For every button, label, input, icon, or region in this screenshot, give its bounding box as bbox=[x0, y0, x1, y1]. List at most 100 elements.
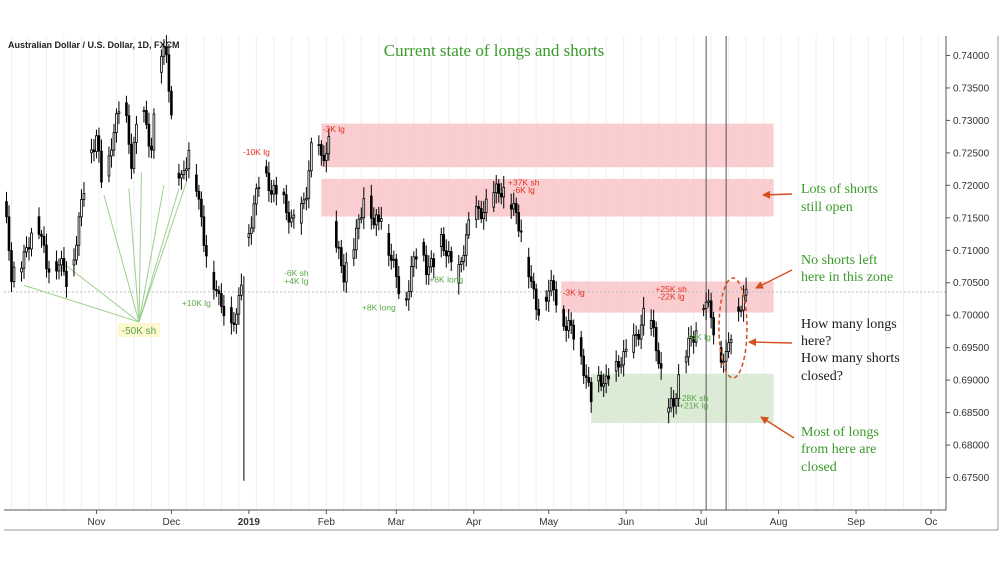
marker-layer bbox=[705, 36, 727, 510]
candle-body bbox=[534, 288, 538, 310]
fan-line bbox=[103, 194, 140, 323]
candle-body bbox=[712, 317, 715, 336]
y-tick-label: 0.68000 bbox=[953, 441, 990, 452]
arrow-how-many bbox=[748, 338, 793, 347]
candle-body bbox=[125, 102, 128, 117]
position-annotation: -28K sh bbox=[679, 393, 709, 403]
candle-body bbox=[467, 219, 471, 236]
candle-body bbox=[579, 337, 583, 357]
candle-body bbox=[282, 191, 286, 196]
candle-body bbox=[232, 322, 236, 325]
candle-body bbox=[247, 233, 251, 238]
candle-body bbox=[482, 212, 486, 220]
candle-body bbox=[432, 258, 436, 268]
candle-body bbox=[82, 193, 86, 200]
fan-line bbox=[23, 284, 140, 323]
candle-body bbox=[582, 355, 585, 377]
candle-body bbox=[527, 256, 531, 278]
side-note-most-longs: Most of longs from here are closed bbox=[801, 425, 879, 475]
long-zone bbox=[591, 373, 774, 423]
x-tick-label: Sep bbox=[847, 517, 865, 528]
side-note-line: closed bbox=[801, 460, 837, 475]
candle-body bbox=[394, 258, 398, 277]
candle-body bbox=[322, 154, 326, 162]
y-tick-label: 0.67500 bbox=[953, 473, 990, 484]
candle-body bbox=[389, 254, 393, 261]
candle-body bbox=[370, 195, 373, 219]
candle-body bbox=[285, 194, 288, 213]
candle-body bbox=[147, 123, 151, 147]
arrow-lots-shorts bbox=[762, 190, 793, 199]
candle-body bbox=[355, 227, 358, 251]
candle-body bbox=[40, 233, 43, 237]
candle-body bbox=[589, 381, 593, 403]
x-tick-label: 2019 bbox=[238, 517, 261, 528]
candle-body bbox=[392, 258, 396, 261]
candle-body bbox=[722, 360, 725, 363]
candle-body bbox=[220, 293, 223, 307]
candle-body bbox=[422, 242, 426, 256]
candle-body bbox=[622, 351, 625, 366]
candle-body bbox=[337, 246, 341, 249]
candle-body bbox=[22, 251, 26, 269]
candle-body bbox=[167, 54, 171, 92]
y-tick-label: 0.70000 bbox=[953, 311, 990, 322]
candle-body bbox=[12, 266, 16, 283]
short-zone-2 bbox=[321, 178, 774, 217]
candle-body bbox=[439, 234, 443, 248]
x-tick-label: Apr bbox=[466, 517, 482, 528]
candle-body bbox=[597, 374, 600, 382]
candle-body bbox=[100, 150, 103, 183]
candle-body bbox=[484, 198, 488, 213]
candle-body bbox=[562, 309, 566, 327]
candle-body bbox=[55, 261, 58, 272]
position-annotation: +8K long bbox=[362, 303, 396, 313]
candle-body bbox=[569, 320, 573, 326]
candle-body bbox=[702, 308, 705, 310]
candle-body bbox=[197, 190, 201, 200]
candle-body bbox=[222, 306, 226, 317]
candle-body bbox=[567, 320, 570, 331]
y-tick-label: 0.68500 bbox=[953, 408, 990, 419]
candle-body bbox=[492, 192, 496, 208]
candle-body bbox=[380, 218, 383, 222]
candle-body bbox=[552, 280, 556, 291]
candle-body bbox=[409, 266, 413, 292]
position-annotation: -10K lg bbox=[243, 147, 270, 157]
candle-body bbox=[95, 135, 98, 152]
candle-body bbox=[325, 153, 328, 162]
candle-body bbox=[694, 330, 698, 343]
x-tick-label: Mar bbox=[388, 517, 406, 528]
candle-body bbox=[387, 233, 391, 256]
candle-body bbox=[37, 216, 41, 235]
x-tick-label: Feb bbox=[318, 517, 336, 528]
side-note-line: here? bbox=[801, 334, 831, 349]
candle-body bbox=[657, 350, 660, 365]
candle-body bbox=[727, 342, 730, 352]
candle-body bbox=[170, 90, 173, 116]
y-tick-label: 0.71500 bbox=[953, 213, 990, 224]
candle-body bbox=[654, 327, 658, 352]
candle-body bbox=[115, 113, 118, 134]
candle-body bbox=[414, 256, 418, 260]
candle-body bbox=[554, 289, 558, 306]
candle-body bbox=[90, 149, 93, 154]
y-tick-label: 0.69000 bbox=[953, 376, 990, 387]
candle-body bbox=[230, 307, 233, 324]
candle-body bbox=[687, 338, 690, 358]
candle-body bbox=[669, 398, 673, 409]
candle-body bbox=[604, 375, 608, 385]
candle-body bbox=[499, 192, 503, 198]
candle-body bbox=[739, 309, 743, 312]
candle-body bbox=[310, 142, 313, 172]
candle-body bbox=[45, 244, 48, 270]
candle-body bbox=[112, 132, 116, 151]
candle-body bbox=[250, 227, 253, 235]
side-note-line: still open bbox=[801, 200, 853, 215]
candle-body bbox=[514, 203, 518, 214]
candle-body bbox=[637, 333, 640, 340]
candle-body bbox=[549, 280, 553, 292]
candle-body bbox=[674, 397, 678, 407]
candle-body bbox=[240, 284, 243, 296]
candle-body bbox=[267, 172, 271, 192]
